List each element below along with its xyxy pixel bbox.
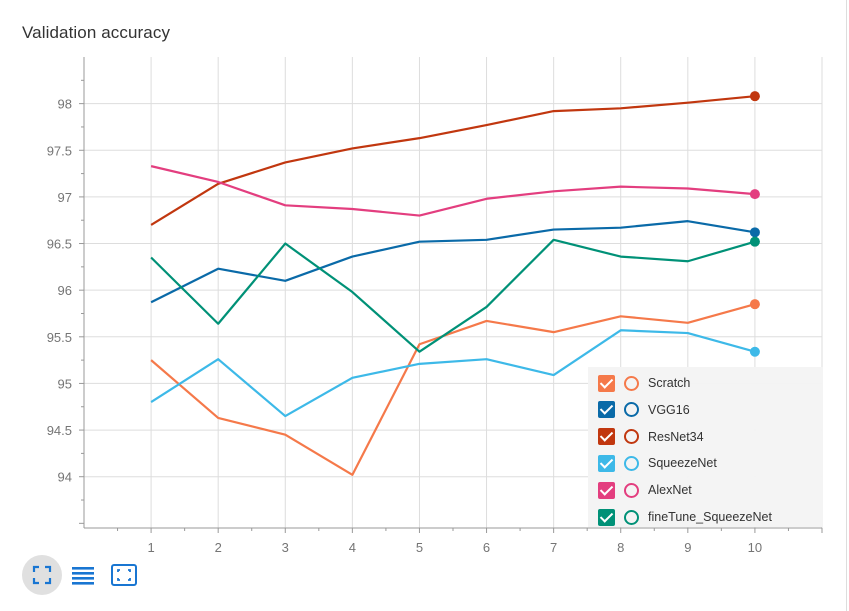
x-tick-label: 6 (483, 540, 490, 555)
x-tick-label: 1 (147, 540, 154, 555)
y-tick-label: 94 (58, 470, 72, 485)
series-endpoint-squeezenet (749, 346, 760, 357)
series-line-vgg16 (150, 220, 756, 304)
x-tick-label: 10 (748, 540, 762, 555)
series-line-finetune-squeezenet (150, 238, 756, 353)
x-tick-label: 5 (416, 540, 423, 555)
fullscreen-button[interactable] (22, 555, 62, 595)
legend-label: AlexNet (648, 483, 692, 498)
radio-ring-icon[interactable] (624, 509, 639, 525)
checkbox-checked-icon[interactable] (598, 508, 615, 526)
y-tick-label: 95 (58, 376, 72, 391)
y-tick-label: 95.5 (47, 330, 72, 345)
chart-legend: Scratch VGG16 ResNet34 SqueezeNet AlexNet fin… (588, 367, 823, 527)
legend-label: ResNet34 (648, 429, 704, 444)
legend-label: VGG16 (648, 402, 690, 417)
legend-item-squeezenet[interactable]: SqueezeNet (598, 452, 717, 474)
radio-ring-icon[interactable] (624, 482, 639, 498)
legend-item-scratch[interactable]: Scratch (598, 372, 690, 394)
toggle-log-list-button[interactable] (63, 555, 103, 595)
y-tick-label: 94.5 (47, 423, 72, 438)
fit-domain-button[interactable] (104, 555, 144, 595)
series-line-squeezenet (150, 329, 756, 418)
x-tick-label: 3 (282, 540, 289, 555)
legend-label: Scratch (648, 376, 691, 390)
y-tick-label: 96 (58, 283, 72, 298)
fit-domain-icon (111, 564, 137, 586)
y-tick-label: 98 (58, 97, 72, 112)
series-endpoint-resnet34 (749, 91, 760, 102)
series-endpoint-finetune-squeezenet (749, 236, 760, 247)
series-line-scratch (150, 303, 756, 476)
list-icon (72, 567, 94, 585)
panel-border (846, 0, 847, 611)
legend-item-alexnet[interactable]: AlexNet (598, 479, 692, 501)
fullscreen-icon (32, 565, 52, 585)
series-endpoint-vgg16 (749, 227, 760, 238)
checkbox-checked-icon[interactable] (598, 428, 615, 446)
legend-item-resnet34[interactable]: ResNet34 (598, 426, 704, 448)
x-tick-label: 4 (349, 540, 356, 555)
x-tick-label: 2 (215, 540, 222, 555)
x-tick-label: 8 (617, 540, 624, 555)
legend-item-vgg16[interactable]: VGG16 (598, 399, 690, 421)
radio-ring-icon[interactable] (624, 402, 639, 418)
legend-item-finetune-squeezenet[interactable]: fineTune_SqueezeNet (598, 506, 772, 528)
legend-label: SqueezeNet (648, 456, 717, 471)
y-tick-label: 97 (58, 190, 72, 205)
series-line-alexnet (150, 165, 756, 217)
y-tick-label: 97.5 (47, 143, 72, 158)
radio-ring-icon[interactable] (624, 455, 639, 471)
chart-toolbar (22, 555, 145, 595)
series-line-resnet34 (150, 95, 756, 226)
series-endpoint-scratch (749, 299, 760, 310)
checkbox-checked-icon[interactable] (598, 374, 615, 392)
checkbox-checked-icon[interactable] (598, 454, 615, 472)
checkbox-checked-icon[interactable] (598, 401, 615, 419)
x-tick-label: 9 (684, 540, 691, 555)
radio-ring-icon[interactable] (624, 429, 639, 445)
y-tick-label: 96.5 (47, 237, 72, 252)
checkbox-checked-icon[interactable] (598, 481, 615, 499)
chart-title: Validation accuracy (22, 23, 171, 42)
series-endpoint-alexnet (749, 189, 760, 200)
legend-label: fineTune_SqueezeNet (648, 510, 772, 524)
radio-ring-icon[interactable] (624, 375, 639, 391)
x-tick-label: 7 (550, 540, 557, 555)
